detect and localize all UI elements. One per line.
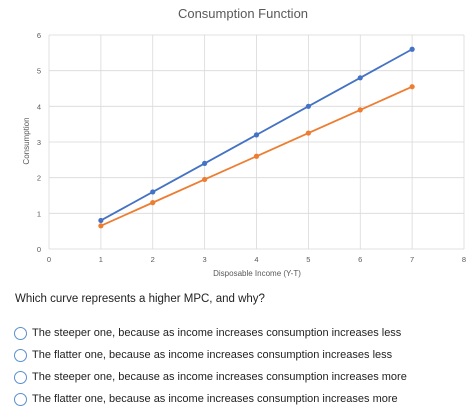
grid [48,34,465,250]
y-tick-label: 2 [37,174,41,183]
series-2-point [253,153,260,159]
chart-title: Consumption Function [178,6,308,21]
x-tick-label: 8 [462,255,466,264]
series-1-point [253,132,260,138]
y-tick-label: 1 [37,209,41,218]
question-text: Which curve represents a higher MPC, and… [15,293,265,305]
series-1-point [98,217,104,224]
chart: Consumption Function 0 1 2 3 4 5 6 7 8 0 1 2 3 4 5 6 Di… [22,6,466,278]
series-2-point [305,130,311,136]
radio-button[interactable] [14,370,27,384]
series [98,46,415,229]
answer-options: The steeper one, because as income incre… [14,322,464,410]
series-2-point [409,84,415,90]
y-tick-label: 5 [37,67,41,76]
answer-option-label: The steeper one, because as income incre… [32,327,402,339]
series-1-point [202,160,208,166]
tick-labels: 0 1 2 3 4 5 6 7 8 0 1 2 3 4 5 6 [37,31,466,264]
series-2-point [357,107,363,113]
y-tick-label: 0 [37,245,41,254]
series-2-point [150,200,156,206]
radio-button[interactable] [14,348,27,362]
series-1-point [357,75,363,81]
series-1-point [305,103,311,109]
x-tick-label: 7 [410,255,414,264]
x-tick-label: 6 [358,255,362,264]
chart-svg: Consumption Function 0 1 2 3 4 5 6 7 8 0 1 2 3 4 5 6 Di… [22,6,466,278]
series-2-point [202,176,208,183]
answer-option-1[interactable]: The steeper one, because as income incre… [14,322,464,344]
answer-option-label: The flatter one, because as income incre… [32,393,398,405]
radio-button[interactable] [14,392,27,406]
x-axis-title: Disposable Income (Y-T) [213,269,301,278]
x-tick-label: 1 [99,255,103,264]
series-2-point [98,223,104,229]
answer-option-3[interactable]: The steeper one, because as income incre… [14,366,464,388]
x-tick-label: 0 [47,255,51,264]
answer-option-label: The steeper one, because as income incre… [32,371,407,383]
y-tick-label: 6 [37,31,41,40]
y-tick-label: 3 [37,138,41,147]
series-1-point [150,189,156,195]
x-tick-label: 3 [203,255,207,264]
answer-option-4[interactable]: The flatter one, because as income incre… [14,388,464,410]
radio-button[interactable] [14,326,27,340]
y-tick-label: 4 [37,102,41,111]
x-tick-label: 2 [151,255,155,264]
x-tick-label: 5 [306,255,310,264]
answer-option-label: The flatter one, because as income incre… [32,349,393,361]
y-axis-title: Consumption [22,117,31,164]
series-1-point [409,46,415,52]
x-tick-label: 4 [254,255,258,264]
answer-option-2[interactable]: The flatter one, because as income incre… [14,344,464,366]
